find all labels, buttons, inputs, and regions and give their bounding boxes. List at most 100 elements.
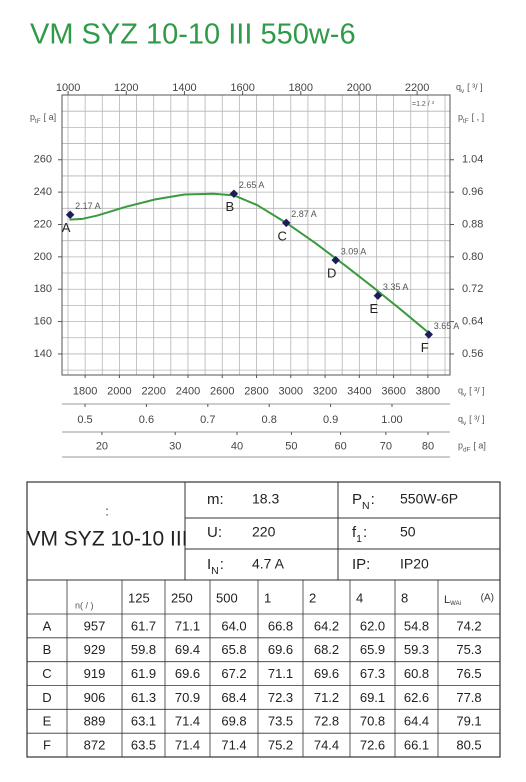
x-tick-label: 40: [231, 440, 243, 452]
table-cell: 63.1: [131, 714, 156, 729]
x-tick-label: 60: [334, 440, 346, 452]
table-cell: 75.2: [268, 738, 293, 753]
table-frame: [26, 481, 501, 758]
table-cell: 66.8: [268, 618, 293, 633]
table-cell: A: [43, 618, 52, 633]
y2-tick-label: 1.04: [462, 154, 483, 166]
y2-axis-label-sub: tF: [463, 118, 469, 125]
x-tick-label: 1.00: [381, 414, 402, 426]
table-cell: 71.4: [221, 738, 246, 753]
header-cell: 125: [128, 590, 150, 605]
x-axis-label-unit: [ a]: [473, 441, 486, 451]
operating-point: [424, 330, 434, 339]
y2-tick-label: 0.56: [462, 348, 483, 360]
x-tick-label: 3800: [416, 385, 440, 397]
table-cell: E: [43, 714, 52, 729]
table-cell: 80.5: [456, 738, 481, 753]
x-tick-label: 0.9: [323, 414, 338, 426]
x-axis-label-sub: dF: [463, 447, 471, 454]
table-cell: 59.8: [131, 642, 156, 657]
table-cell: 67.3: [360, 666, 385, 681]
table-cell: 957: [84, 618, 106, 633]
y-axis-label-sub: tF: [35, 118, 41, 125]
operating-point: [373, 291, 383, 300]
header-cell: 4: [356, 590, 363, 605]
y-tick-label: 160: [34, 315, 52, 327]
x-tick-label: 0.5: [77, 414, 92, 426]
table-cell: 71.1: [175, 618, 200, 633]
x-tick-label: 1800: [73, 385, 97, 397]
header-cell: n( / ): [75, 600, 94, 610]
model-name: VM SYZ 10-10 III: [26, 528, 187, 551]
current-label: 2.87 A: [291, 209, 317, 219]
table-cell: 72.6: [360, 738, 385, 753]
y-tick-label: 240: [34, 186, 52, 198]
table-cell: 62.6: [404, 690, 429, 705]
spec-label-sub: N: [211, 565, 219, 577]
table-cell: 64.0: [221, 618, 246, 633]
table-cell: 74.2: [456, 618, 481, 633]
table-cell: 69.8: [221, 714, 246, 729]
x-axis-label: qv[ ³/ ]: [458, 414, 485, 427]
table-cell: 54.8: [404, 618, 429, 633]
y-tick-label: 220: [34, 218, 52, 230]
table-cell: 61.7: [131, 618, 156, 633]
table-cell: 62.0: [360, 618, 385, 633]
point-letter: C: [278, 228, 287, 243]
table-cell: 69.6: [268, 642, 293, 657]
spec-label: IN:: [207, 556, 224, 577]
spec-label-sub: N: [362, 500, 370, 512]
point-letter: F: [421, 340, 429, 355]
y-tick-label: 200: [34, 251, 52, 263]
table-cell: 70.8: [360, 714, 385, 729]
current-label: 3.35 A: [383, 282, 409, 292]
model-note: :: [105, 503, 109, 518]
x-tick-label: 3200: [313, 385, 337, 397]
y-axis-label-unit: [ a]: [44, 112, 57, 122]
table-cell: 929: [84, 642, 106, 657]
table-cell: 76.5: [456, 666, 481, 681]
spec-value: 550W-6P: [400, 491, 458, 507]
x-tick-label: 0.6: [139, 414, 154, 426]
x-axis-label: qv[ ³/ ]: [458, 386, 485, 399]
y-tick-label: 140: [34, 348, 52, 360]
table-cell: 66.1: [404, 738, 429, 753]
table-cell: 872: [84, 738, 106, 753]
table-cell: 69.4: [175, 642, 200, 657]
header-cell: 8: [401, 590, 408, 605]
table-cell: 64.2: [314, 618, 339, 633]
x-tick-label: 50: [285, 440, 297, 452]
table-cell: 71.4: [175, 738, 200, 753]
spec-label-main: f: [352, 524, 357, 541]
table-cell: 69.6: [175, 666, 200, 681]
x-axis-label-sub: v: [463, 392, 467, 399]
table-cell: 70.9: [175, 690, 200, 705]
y-axis-label-main: p: [30, 112, 35, 122]
table-cell: F: [43, 738, 51, 753]
table-cell: 69.6: [314, 666, 339, 681]
table-cell: 65.9: [360, 642, 385, 657]
x-axis-label: qv[ ³/ ]: [456, 82, 483, 95]
x-tick-label: 1600: [230, 82, 254, 94]
header-cell: 2: [309, 590, 316, 605]
spec-label-main: U:: [207, 524, 222, 541]
x-tick-label: 2000: [107, 385, 131, 397]
x-tick-label: 2200: [141, 385, 165, 397]
table-cell: 906: [84, 690, 106, 705]
table-cell: 72.8: [314, 714, 339, 729]
spec-label-suffix: :: [220, 556, 224, 573]
x-tick-label: 80: [422, 440, 434, 452]
table-cell: 63.5: [131, 738, 156, 753]
current-label: 3.09 A: [341, 246, 367, 256]
x-tick-label: 1400: [172, 82, 196, 94]
table-cell: 71.2: [314, 690, 339, 705]
x-axis-label-unit: [ ³/ ]: [469, 386, 485, 396]
x-tick-label: 1000: [56, 82, 80, 94]
spec-label-suffix: :: [371, 491, 375, 508]
x-axis-label-main: q: [456, 82, 461, 92]
operating-point: [229, 189, 239, 198]
table-cell: 75.3: [456, 642, 481, 657]
y2-tick-label: 0.96: [462, 186, 483, 198]
y2-axis-label: ptF[ , ]: [458, 112, 484, 125]
header-sub: WAi: [450, 601, 461, 607]
